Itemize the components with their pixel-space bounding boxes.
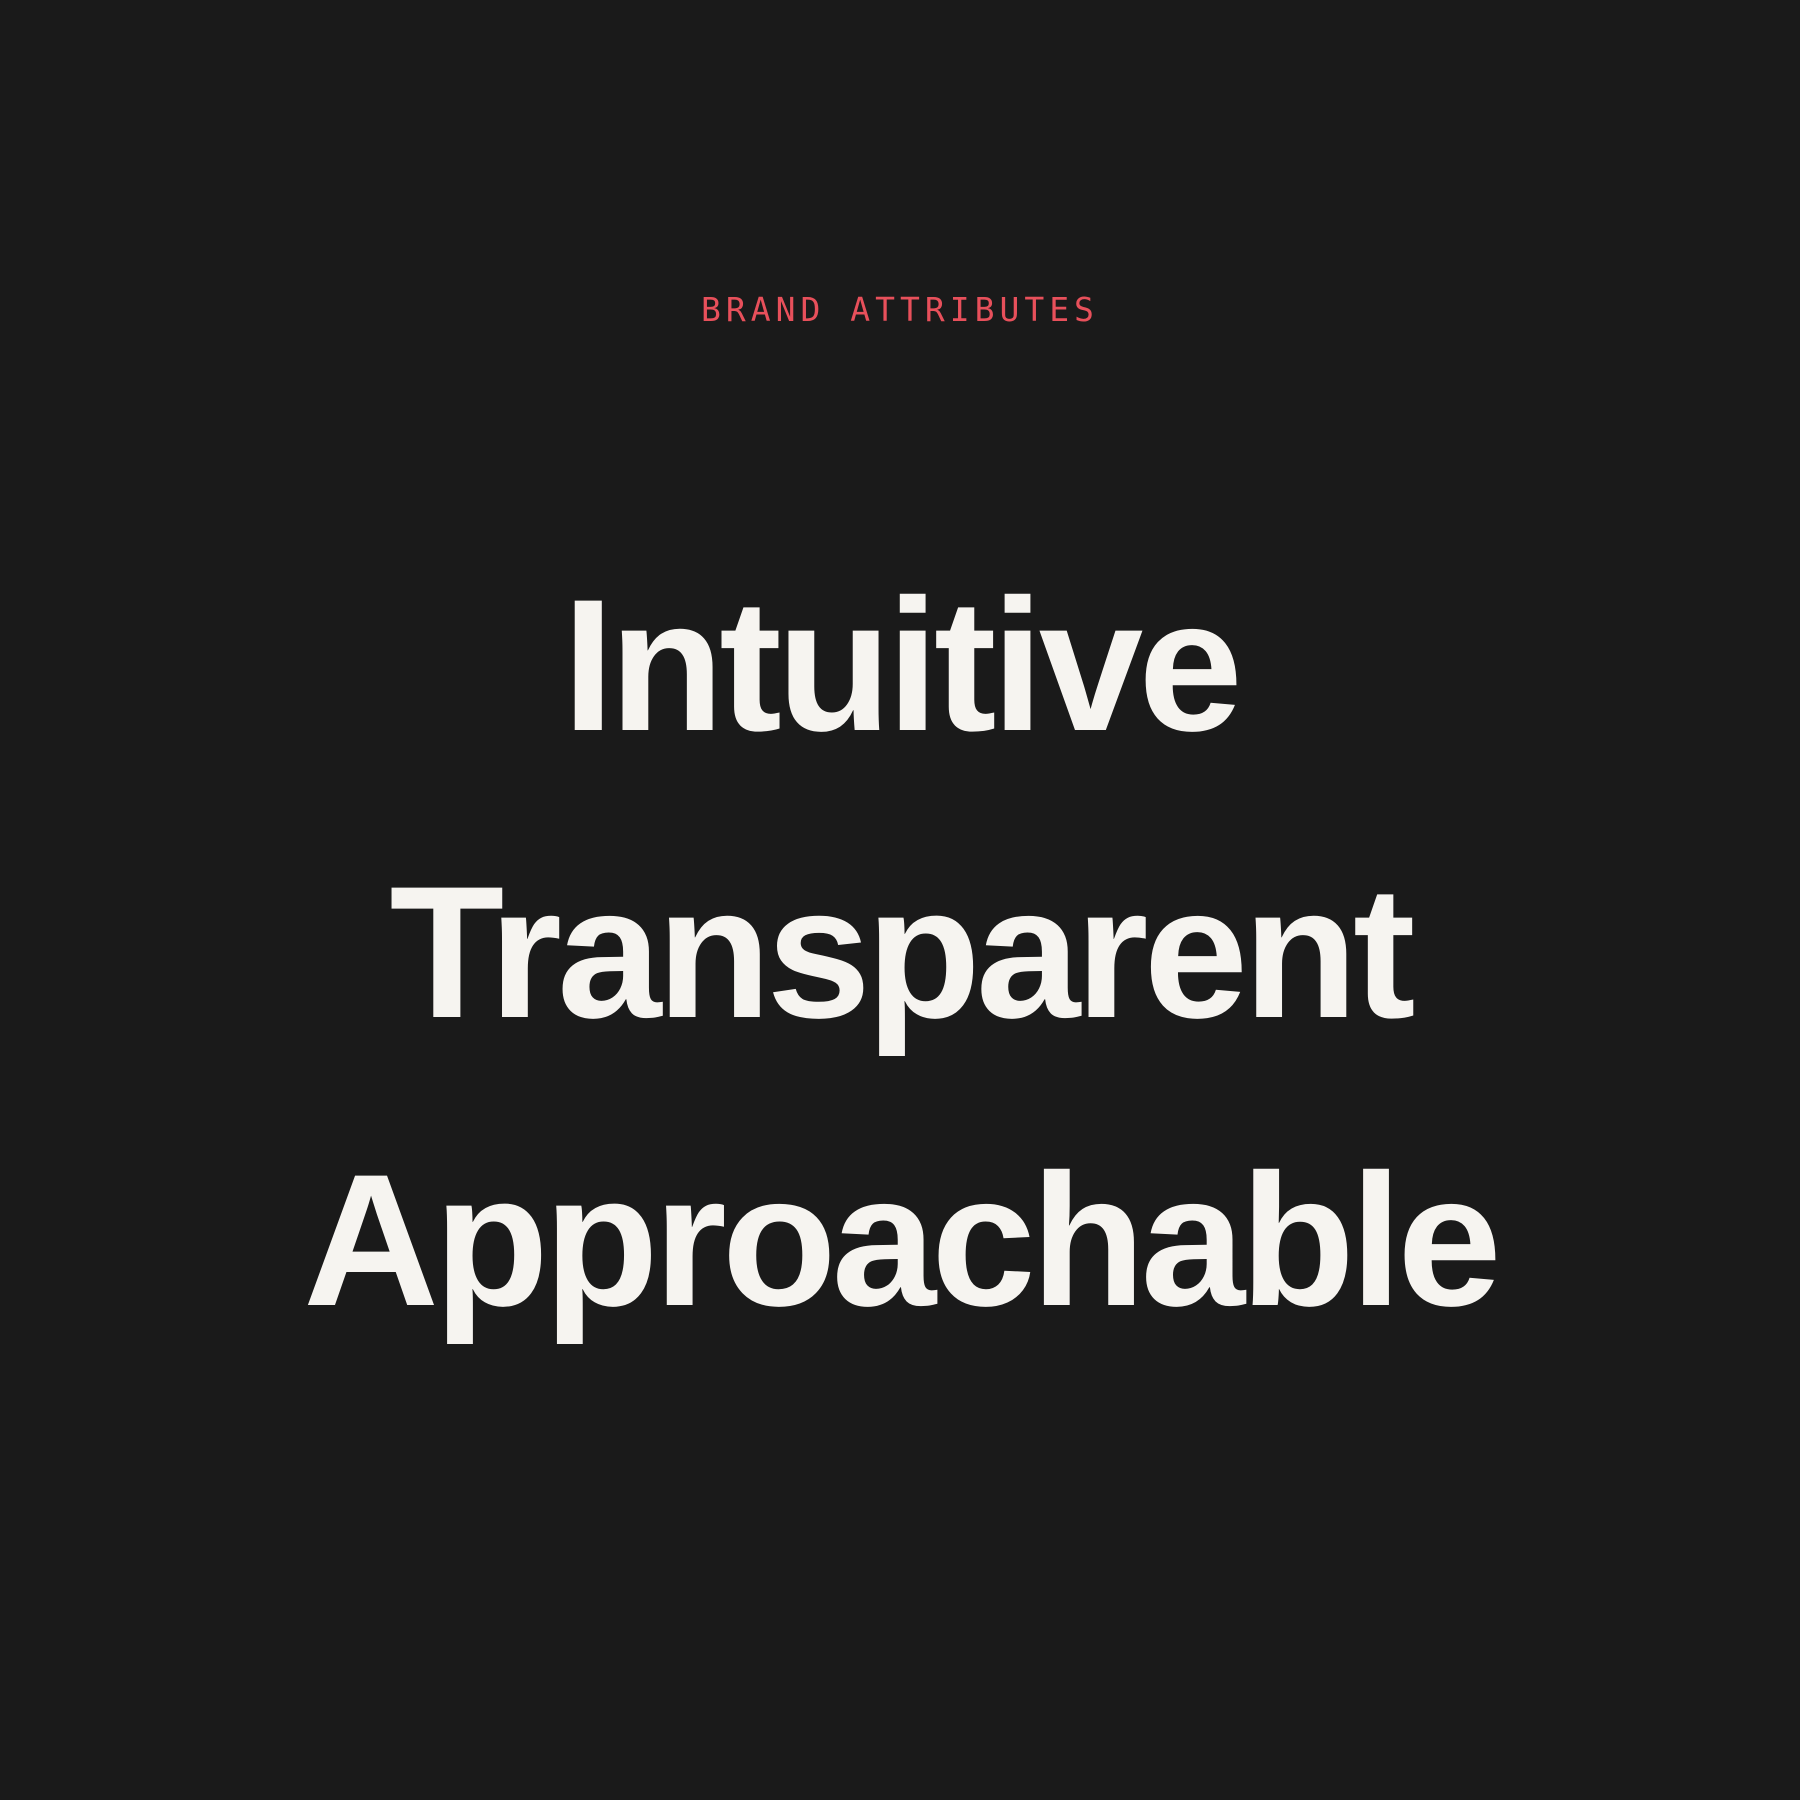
attribute-approachable: Approachable	[303, 1135, 1502, 1345]
attribute-intuitive: Intuitive	[562, 560, 1243, 770]
eyebrow-label: BRAND ATTRIBUTES	[701, 290, 1099, 329]
attribute-transparent: Transparent	[389, 847, 1415, 1057]
